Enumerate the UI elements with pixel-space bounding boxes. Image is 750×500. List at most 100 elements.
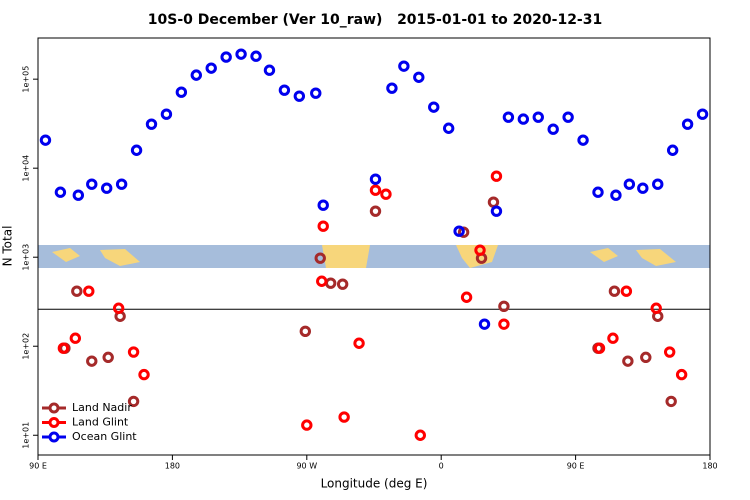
chart-title: 10S-0 December (Ver 10_raw) 2015-01-01 t… [148, 12, 602, 28]
data-point [592, 186, 604, 198]
data-point [145, 118, 158, 130]
data-point [666, 144, 679, 156]
data-point [675, 368, 688, 381]
data-point [623, 178, 636, 190]
data-point [220, 51, 232, 63]
x-tick-label: 90 W [296, 462, 317, 471]
y-tick-label: 1e+03 [22, 244, 31, 271]
data-point [102, 351, 114, 364]
data-point [235, 48, 247, 60]
data-point [314, 252, 326, 264]
data-point [130, 144, 143, 156]
legend-label: Land Nadir [72, 401, 132, 414]
data-point [299, 325, 312, 338]
data-point [663, 346, 676, 358]
data-point [336, 278, 349, 290]
x-axis-label: Longitude (deg E) [321, 477, 428, 491]
data-point [316, 275, 328, 287]
data-point [517, 113, 530, 125]
data-point [205, 62, 217, 74]
data-point [263, 64, 276, 76]
data-point [72, 189, 85, 201]
data-point [478, 318, 491, 330]
data-point [338, 411, 350, 423]
map-band [38, 245, 710, 268]
data-point [498, 318, 510, 330]
data-point [608, 285, 621, 297]
data-point [607, 332, 619, 344]
y-tick-label: 1e+01 [22, 422, 31, 449]
data-point [547, 123, 559, 135]
legend-marker [48, 417, 60, 428]
data-point [652, 178, 664, 190]
data-point [369, 205, 382, 217]
legend-label: Ocean Glint [72, 430, 137, 443]
data-point [593, 342, 606, 354]
data-point [317, 199, 329, 211]
data-point [453, 225, 465, 237]
legend-marker [48, 402, 60, 414]
data-point [696, 108, 709, 120]
data-point [175, 86, 188, 98]
data-point [69, 332, 82, 344]
data-point [310, 87, 322, 99]
data-point [620, 285, 633, 297]
data-point [681, 118, 694, 130]
data-point [100, 182, 113, 194]
data-point [442, 122, 455, 134]
data-point [324, 277, 337, 289]
data-point [86, 355, 98, 367]
data-point [665, 395, 677, 408]
data-point [490, 205, 503, 217]
legend-label: Land Glint [72, 416, 129, 429]
data-point [398, 60, 410, 72]
data-point [278, 84, 291, 96]
data-point [293, 90, 306, 102]
y-tick-label: 1e+02 [22, 333, 31, 360]
data-point [71, 285, 83, 297]
data-point [610, 189, 622, 201]
data-point [502, 111, 515, 123]
x-tick-label: 0 [439, 462, 444, 471]
y-tick-label: 1e+05 [22, 66, 31, 93]
data-point [57, 342, 70, 354]
data-point [637, 182, 649, 194]
data-point [190, 69, 202, 81]
data-point [250, 50, 262, 62]
data-point [138, 368, 150, 381]
data-point [54, 186, 67, 198]
data-point [532, 111, 544, 123]
data-point [498, 300, 510, 312]
data-point [83, 285, 95, 297]
plot-frame [37, 37, 711, 456]
data-point [127, 395, 140, 408]
data-point [369, 184, 382, 196]
x-tick-label: 180 [165, 462, 180, 471]
data-point [317, 220, 329, 232]
y-axis-label: N Total [1, 226, 15, 267]
data-point [127, 346, 140, 358]
data-point [622, 355, 634, 367]
x-tick-label: 180 [702, 462, 717, 471]
legend-marker [48, 431, 60, 443]
data-point [577, 134, 589, 146]
y-tick-label: 1e+04 [22, 155, 31, 182]
data-point [490, 170, 503, 182]
x-tick-label: 90 E [29, 462, 47, 471]
data-point [386, 82, 398, 94]
data-point [487, 196, 500, 208]
x-tick-label: 90 E [567, 462, 585, 471]
data-point [640, 351, 652, 364]
data-point [160, 108, 173, 120]
data-point [369, 173, 382, 185]
data-point [413, 71, 425, 83]
data-point [428, 101, 440, 113]
data-point [460, 291, 473, 303]
data-point [474, 244, 486, 256]
data-point [414, 429, 426, 441]
data-point [301, 419, 313, 431]
data-point [380, 188, 392, 200]
data-point [39, 134, 52, 146]
data-point [112, 302, 125, 314]
